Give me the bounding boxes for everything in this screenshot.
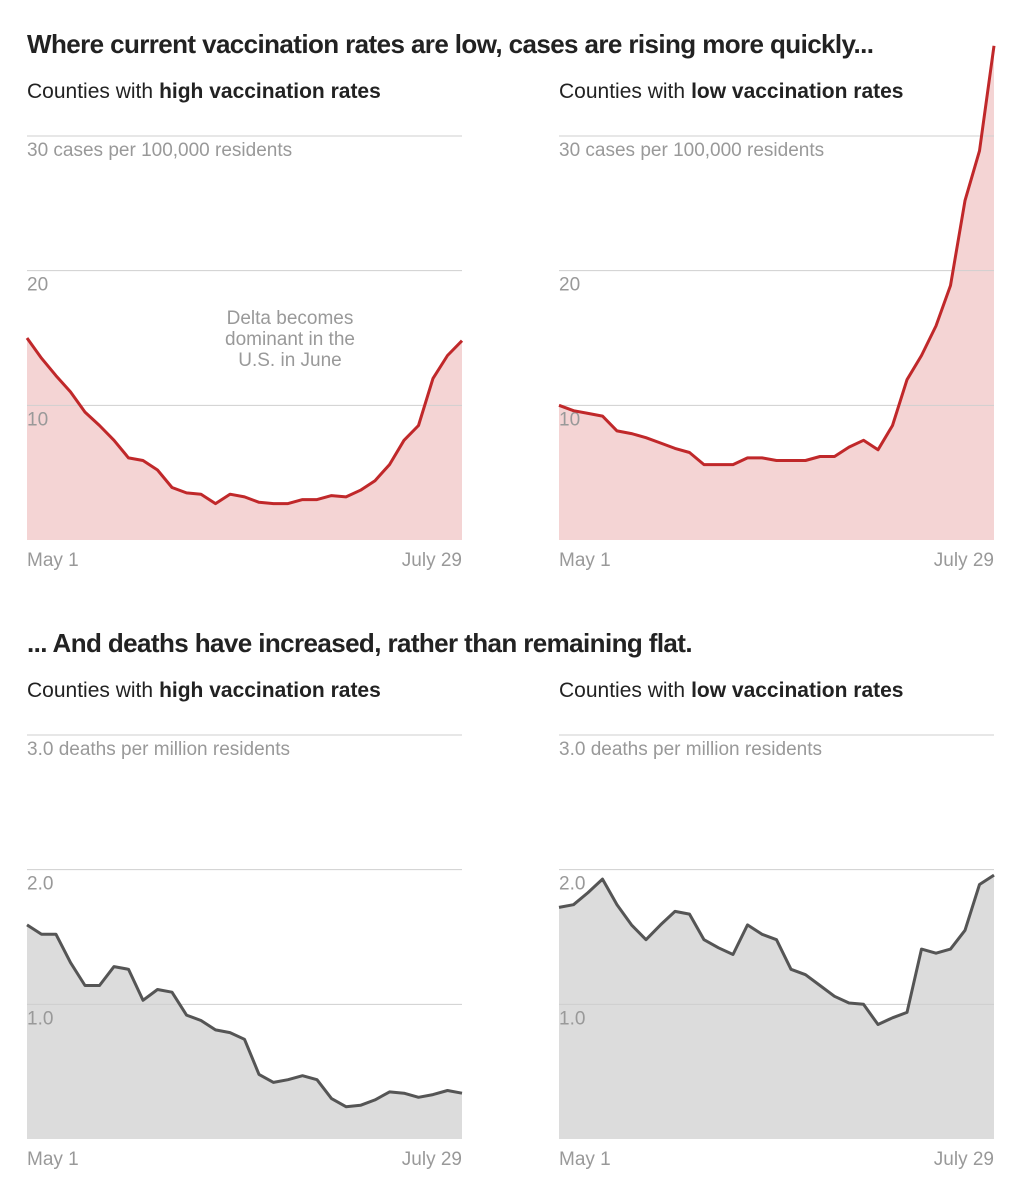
section-heading: ... And deaths have increased, rather th… (27, 628, 692, 658)
x-tick-label: May 1 (27, 1149, 79, 1170)
line (25, 337, 464, 506)
line (558, 45, 996, 467)
section-heading: Where current vaccination rates are low,… (27, 29, 873, 59)
title-text: Counties with (559, 679, 685, 702)
annotation: dominant in the (225, 329, 355, 350)
line (558, 873, 995, 1026)
y-tick-label: 30 cases per 100,000 residents (27, 140, 292, 161)
x-tick-label: May 1 (559, 1149, 611, 1170)
chart-title: Counties with high vaccination rates (27, 679, 381, 702)
title-emphasis: low vaccination rates (691, 679, 903, 702)
title-text: Counties with (559, 80, 685, 103)
title-emphasis: high vaccination rates (159, 679, 381, 702)
area (27, 924, 462, 1139)
annotation: Delta becomes (227, 308, 354, 329)
chart-title: Counties with low vaccination rates (559, 679, 903, 702)
y-tick-label: 3.0 deaths per million residents (27, 739, 290, 760)
y-tick-label: 10 (27, 409, 48, 430)
area (27, 338, 462, 540)
area (559, 875, 994, 1139)
area (559, 45, 994, 541)
annotation: U.S. in June (238, 350, 342, 371)
y-tick-label: 2.0 (559, 874, 585, 895)
chart: Counties with low vaccination rates 1.0 2.0… (558, 679, 995, 1170)
chart: Counties with low vaccination rates 10 20 30… (558, 45, 996, 571)
x-tick-label: July 29 (402, 550, 462, 571)
chart: Counties with high vaccination rates 10 20 3… (25, 80, 464, 571)
y-tick-label: 20 (27, 275, 48, 296)
x-tick-label: July 29 (934, 550, 994, 571)
y-tick-label: 3.0 deaths per million residents (559, 739, 822, 760)
y-tick-label: 1.0 (27, 1008, 53, 1029)
chart: Counties with high vaccination rates 1.0 2.… (26, 679, 463, 1170)
title-emphasis: high vaccination rates (159, 80, 381, 103)
y-tick-label: 30 cases per 100,000 residents (559, 140, 824, 161)
y-tick-label: 20 (559, 275, 580, 296)
x-tick-label: May 1 (27, 550, 79, 571)
title-text: Counties with (27, 80, 153, 103)
x-tick-label: July 29 (934, 1149, 994, 1170)
chart-title: Counties with high vaccination rates (27, 80, 381, 103)
y-tick-label: 10 (559, 409, 580, 430)
line (26, 923, 463, 1109)
x-tick-label: May 1 (559, 550, 611, 571)
chart-title: Counties with low vaccination rates (559, 80, 903, 103)
y-tick-label: 2.0 (27, 874, 53, 895)
x-tick-label: July 29 (402, 1149, 462, 1170)
title-emphasis: low vaccination rates (691, 80, 903, 103)
title-text: Counties with (27, 679, 153, 702)
y-tick-label: 1.0 (559, 1008, 585, 1029)
